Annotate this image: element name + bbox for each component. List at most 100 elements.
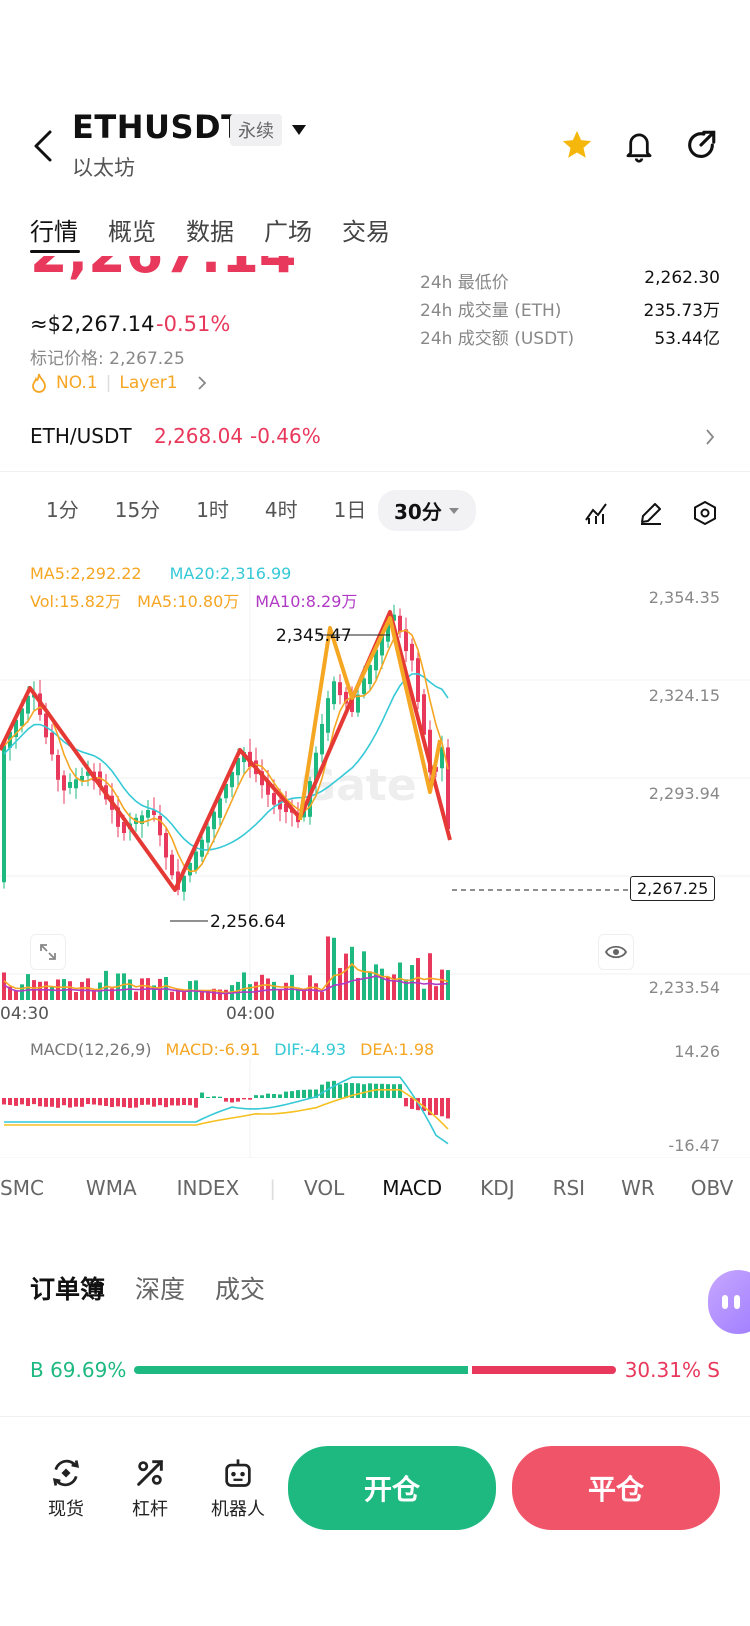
macd-bar xyxy=(440,1098,444,1117)
volume-bar xyxy=(86,978,90,1000)
tab-trades[interactable]: 成交 xyxy=(215,1275,266,1304)
tab-trade[interactable]: 交易 xyxy=(342,218,390,246)
indicator-tabs: SMC WMA INDEX | VOL MACD KDJ RSI WR OBV xyxy=(0,1176,733,1200)
volume-bar xyxy=(434,986,438,1000)
candle xyxy=(224,783,228,799)
volume-bar xyxy=(44,981,48,1000)
volume-bar xyxy=(134,991,138,1000)
macd-bar xyxy=(308,1089,312,1098)
tab-depth[interactable]: 深度 xyxy=(135,1275,186,1304)
close-position-button[interactable]: 平仓 xyxy=(512,1446,720,1530)
zigzag-short-line xyxy=(298,616,442,821)
volume-bar xyxy=(344,953,348,1000)
candle xyxy=(152,810,156,816)
macd-bar xyxy=(104,1098,108,1107)
sell-ratio-fill xyxy=(471,1366,616,1374)
visibility-button[interactable] xyxy=(598,934,634,970)
mark-price: 标记价格: 2,267.25 xyxy=(30,349,185,369)
stat-value: 235.73万 xyxy=(643,301,720,321)
macd-bar xyxy=(26,1098,30,1106)
candle xyxy=(362,678,366,695)
tab-market[interactable]: 行情 xyxy=(30,218,78,246)
dif-line xyxy=(4,1076,449,1145)
low-label: 2,256.64 xyxy=(210,912,286,932)
tab-orderbook[interactable]: 订单簿 xyxy=(30,1275,106,1304)
indicator-vol[interactable]: VOL xyxy=(304,1176,345,1200)
indicator-wr[interactable]: WR xyxy=(621,1176,655,1200)
nav-spot[interactable]: 现货 xyxy=(40,1456,92,1521)
current-price-tag: 2,267.25 xyxy=(630,876,716,901)
candlestick-chart[interactable]: Gate xyxy=(0,580,750,1020)
indicator-index[interactable]: INDEX xyxy=(176,1176,240,1200)
candle xyxy=(146,810,150,818)
candle xyxy=(80,775,84,782)
volume-bar xyxy=(284,982,288,1000)
indicator-obv[interactable]: OBV xyxy=(690,1176,734,1200)
volume-bar xyxy=(38,981,42,1000)
macd-bar xyxy=(128,1098,132,1108)
indicator-macd[interactable]: MACD xyxy=(382,1176,443,1200)
volume-bar xyxy=(68,981,72,1000)
indicator-kdj[interactable]: KDJ xyxy=(480,1176,515,1200)
timeframe-4h[interactable]: 4时 xyxy=(264,498,298,522)
timeframe-15m[interactable]: 15分 xyxy=(114,498,161,522)
macd-value: MACD:-6.91 xyxy=(165,1040,261,1059)
macd-bar xyxy=(404,1098,408,1107)
spot-row[interactable]: ETH/USDT 2,268.04 -0.46% xyxy=(0,412,750,472)
candle xyxy=(278,800,282,810)
candle xyxy=(212,811,216,830)
macd-bar xyxy=(20,1098,24,1105)
indicator-smc[interactable]: SMC xyxy=(0,1176,44,1200)
macd-bar xyxy=(206,1096,210,1098)
candle xyxy=(428,729,432,773)
volume-bar xyxy=(224,989,228,1000)
rank-badge[interactable]: NO.1 | Layer1 xyxy=(30,373,210,393)
volume-bar xyxy=(182,990,186,1000)
draw-pen-icon[interactable] xyxy=(638,500,664,530)
volume-bar xyxy=(320,991,324,1000)
back-button[interactable] xyxy=(26,126,62,166)
chart-settings-icon[interactable] xyxy=(692,500,718,530)
candle xyxy=(236,758,240,776)
chevron-right-icon xyxy=(706,429,715,445)
timeframe-1h[interactable]: 1时 xyxy=(196,498,229,522)
ma5-legend: MA5:2,292.22 xyxy=(30,564,142,583)
bell-icon[interactable] xyxy=(622,128,656,168)
indicator-tool-icon[interactable] xyxy=(584,500,610,530)
nav-leverage[interactable]: 杠杆 xyxy=(124,1456,176,1521)
volume-bar xyxy=(2,972,6,1000)
macd-bar xyxy=(434,1098,438,1115)
expand-button[interactable] xyxy=(30,934,66,970)
timeframe-1d[interactable]: 1日 xyxy=(333,498,367,522)
volume-bar xyxy=(152,985,156,1000)
candle xyxy=(206,826,210,843)
macd-bar xyxy=(140,1098,144,1105)
symbol-dropdown-icon[interactable] xyxy=(290,122,308,141)
stat-label: 24h 成交量 (ETH) xyxy=(420,301,562,321)
eye-icon xyxy=(605,945,627,959)
candle xyxy=(422,694,426,735)
share-icon[interactable] xyxy=(684,128,718,166)
tab-square[interactable]: 广场 xyxy=(264,218,312,246)
indicator-rsi[interactable]: RSI xyxy=(552,1176,586,1200)
macd-bar xyxy=(110,1098,114,1108)
tab-data[interactable]: 数据 xyxy=(186,218,234,246)
tab-overview[interactable]: 概览 xyxy=(108,218,156,246)
stat-value: 2,262.30 xyxy=(644,268,720,288)
timeframe-30m[interactable]: 30分 xyxy=(378,490,476,531)
candle xyxy=(122,821,126,834)
symbol-title[interactable]: ETHUSDT xyxy=(72,108,244,146)
nav-bot[interactable]: 机器人 xyxy=(206,1456,270,1521)
active-tab-indicator xyxy=(30,250,80,253)
candle xyxy=(50,732,54,755)
assistant-bubble[interactable] xyxy=(708,1270,750,1334)
favorite-star-icon[interactable] xyxy=(560,128,594,166)
timeframe-1m[interactable]: 1分 xyxy=(46,498,79,522)
macd-bar xyxy=(410,1098,414,1109)
macd-label: MACD(12,26,9) xyxy=(30,1040,152,1059)
candle xyxy=(86,771,90,776)
indicator-wma[interactable]: WMA xyxy=(85,1176,137,1200)
macd-bar xyxy=(200,1092,204,1098)
candle xyxy=(344,691,348,704)
open-position-button[interactable]: 开仓 xyxy=(288,1446,496,1530)
